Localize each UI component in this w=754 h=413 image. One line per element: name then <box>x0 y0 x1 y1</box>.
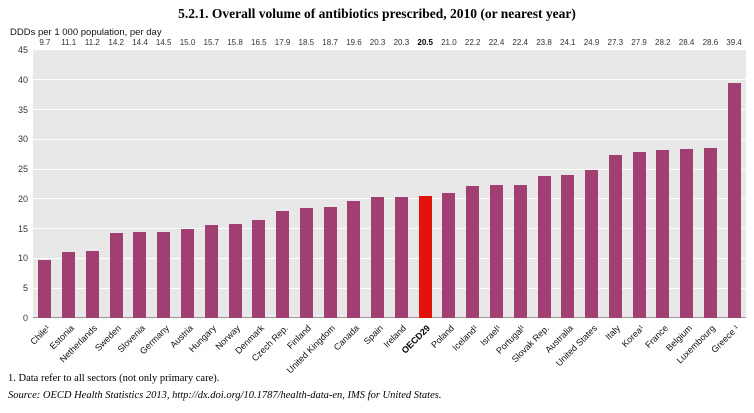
y-axis-unit-label: DDDs per 1 000 population, per day <box>10 27 162 38</box>
bar <box>347 201 361 318</box>
bar-value-label: 24.1 <box>560 38 576 47</box>
bar-value-label: 28.6 <box>702 38 719 47</box>
bar-value-label: 22.2 <box>464 38 481 47</box>
y-tick-label: 35 <box>17 104 28 115</box>
gridline <box>33 228 746 230</box>
bar <box>371 197 385 318</box>
y-tick-label: 0 <box>22 313 28 323</box>
gridline <box>33 168 746 170</box>
plot-area <box>33 50 746 318</box>
y-tick-label: 40 <box>17 74 28 85</box>
bar-value-label: 21.0 <box>441 38 457 47</box>
bar <box>513 184 527 318</box>
bar <box>252 219 266 318</box>
bar <box>299 207 313 318</box>
bar <box>537 176 551 318</box>
y-tick-label: 5 <box>22 283 28 294</box>
bar <box>323 206 337 318</box>
bar-value-label: 20.5 <box>417 38 433 47</box>
bar-value-label: 23.8 <box>536 38 552 47</box>
bar-value-label: 15.0 <box>179 38 196 47</box>
bar-value-label: 20.3 <box>393 38 410 47</box>
source-note: Source: OECD Health Statistics 2013, htt… <box>8 390 442 401</box>
bar-value-label: 39.4 <box>726 38 742 47</box>
bar <box>394 197 408 318</box>
bar <box>133 232 147 318</box>
bar <box>680 148 694 318</box>
bar <box>38 260 52 318</box>
gridline <box>33 257 746 259</box>
gridline <box>33 138 746 140</box>
bar <box>561 174 575 318</box>
y-tick-label: 15 <box>17 223 28 234</box>
bar <box>489 184 503 318</box>
bar <box>727 83 741 318</box>
bar-value-label: 22.4 <box>512 38 528 47</box>
y-tick-label: 30 <box>17 134 28 145</box>
bar <box>608 155 622 318</box>
bar-value-label: 11.1 <box>61 38 77 47</box>
y-tick-label: 20 <box>17 193 28 204</box>
bar-value-label: 24.9 <box>583 38 600 47</box>
bar <box>656 150 670 318</box>
bar <box>204 224 218 318</box>
bar <box>585 169 598 318</box>
gridline <box>33 198 746 200</box>
bar-value-label: 28.2 <box>655 38 671 47</box>
bar-value-label: 18.5 <box>298 38 315 47</box>
bar-value-label: 27.3 <box>607 38 624 47</box>
bar-value-label: 15.7 <box>203 38 220 47</box>
bar <box>181 228 194 318</box>
gridline <box>33 109 746 111</box>
bar-value-label: 20.3 <box>369 38 386 47</box>
gridline <box>33 79 746 81</box>
bar <box>85 251 99 318</box>
y-tick-label: 10 <box>17 253 28 264</box>
bar <box>632 151 646 318</box>
bar-value-label: 19.6 <box>346 38 362 47</box>
bar-value-label: 18.7 <box>322 38 338 47</box>
bar-value-label: 28.4 <box>678 38 695 47</box>
bar-value-label: 14.5 <box>155 38 172 47</box>
bar-value-label: 14.2 <box>108 38 124 47</box>
bar <box>442 192 456 318</box>
y-tick-label: 25 <box>17 164 28 175</box>
bar <box>228 223 242 318</box>
bar-highlight-oecd <box>418 195 432 318</box>
bar-value-label: 11.2 <box>84 38 100 47</box>
bar <box>276 211 289 318</box>
bar-value-label: 17.9 <box>274 38 291 47</box>
chart-title: 5.2.1. Overall volume of antibiotics pre… <box>178 6 576 21</box>
bar <box>109 233 123 318</box>
bar-value-label: 9.7 <box>39 38 51 47</box>
bar <box>703 147 717 318</box>
bar-value-label: 22.4 <box>488 38 505 47</box>
bar <box>466 185 480 318</box>
y-tick-label: 45 <box>17 45 28 55</box>
bar-value-label: 15.8 <box>227 38 243 47</box>
footnote: 1. Data refer to all sectors (not only p… <box>8 373 220 384</box>
bar-value-label: 16.5 <box>251 38 267 47</box>
gridline <box>33 287 746 289</box>
bar <box>157 231 171 318</box>
bar <box>62 251 76 318</box>
bar-value-label: 27.9 <box>631 38 647 47</box>
bar-value-label: 14.4 <box>132 38 148 47</box>
